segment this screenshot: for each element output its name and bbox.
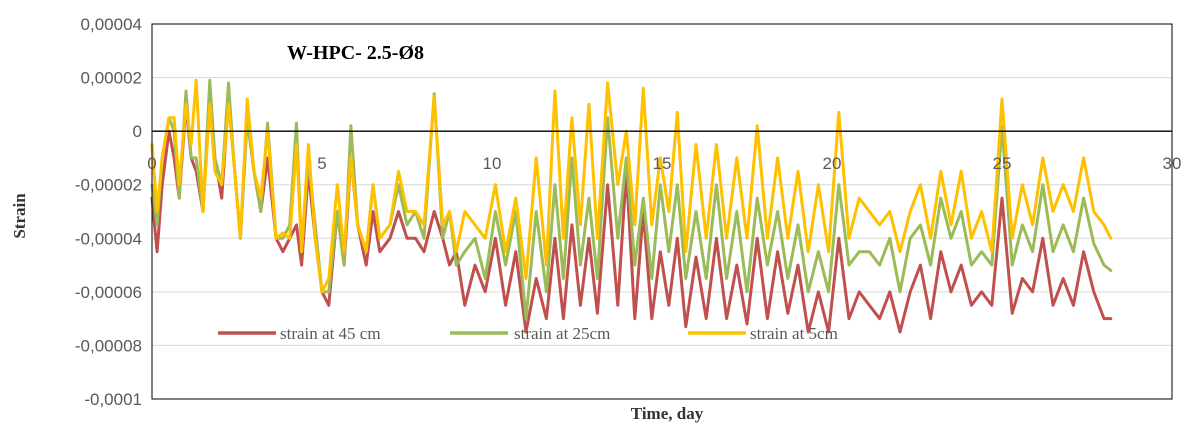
x-axis-tick-labels: 0 5 10 15 20 25 30 — [147, 154, 1181, 173]
x-axis-title: Time, day — [631, 404, 704, 423]
y-axis-tick-labels: 0,00004 0,00002 0 -0,00002 -0,00004 -0,00006 -… — [75, 15, 142, 409]
y-axis-title: Strain — [10, 193, 29, 239]
y-tick-label: -0,00002 — [75, 176, 142, 195]
series-lines — [150, 78, 1113, 334]
y-tick-label: 0,00002 — [81, 69, 142, 88]
plot-area-border — [151, 23, 1173, 400]
y-tick-label: 0 — [133, 122, 142, 141]
y-tick-label: -0,00008 — [75, 336, 142, 355]
x-tick-label: 5 — [317, 154, 326, 173]
series-line-3 — [150, 78, 1113, 294]
y-tick-label: 0,00004 — [81, 15, 142, 34]
legend: strain at 45 cm strain at 25cm strain at 5… — [218, 324, 838, 343]
y-tick-label: -0,0001 — [84, 390, 142, 409]
axes — [151, 23, 1173, 400]
x-tick-label: 0 — [147, 154, 156, 173]
x-tick-label: 25 — [993, 154, 1012, 173]
chart-title: W-HPC- 2.5-Ø8 — [287, 42, 424, 64]
x-tick-label: 30 — [1163, 154, 1182, 173]
legend-label: strain at 5cm — [750, 324, 838, 343]
y-tick-label: -0,00006 — [75, 283, 142, 302]
legend-label: strain at 45 cm — [280, 324, 381, 343]
legend-label: strain at 25cm — [514, 324, 610, 343]
x-tick-label: 15 — [653, 154, 672, 173]
x-tick-label: 10 — [483, 154, 502, 173]
y-tick-label: -0,00004 — [75, 229, 142, 248]
x-tick-label: 20 — [823, 154, 842, 173]
